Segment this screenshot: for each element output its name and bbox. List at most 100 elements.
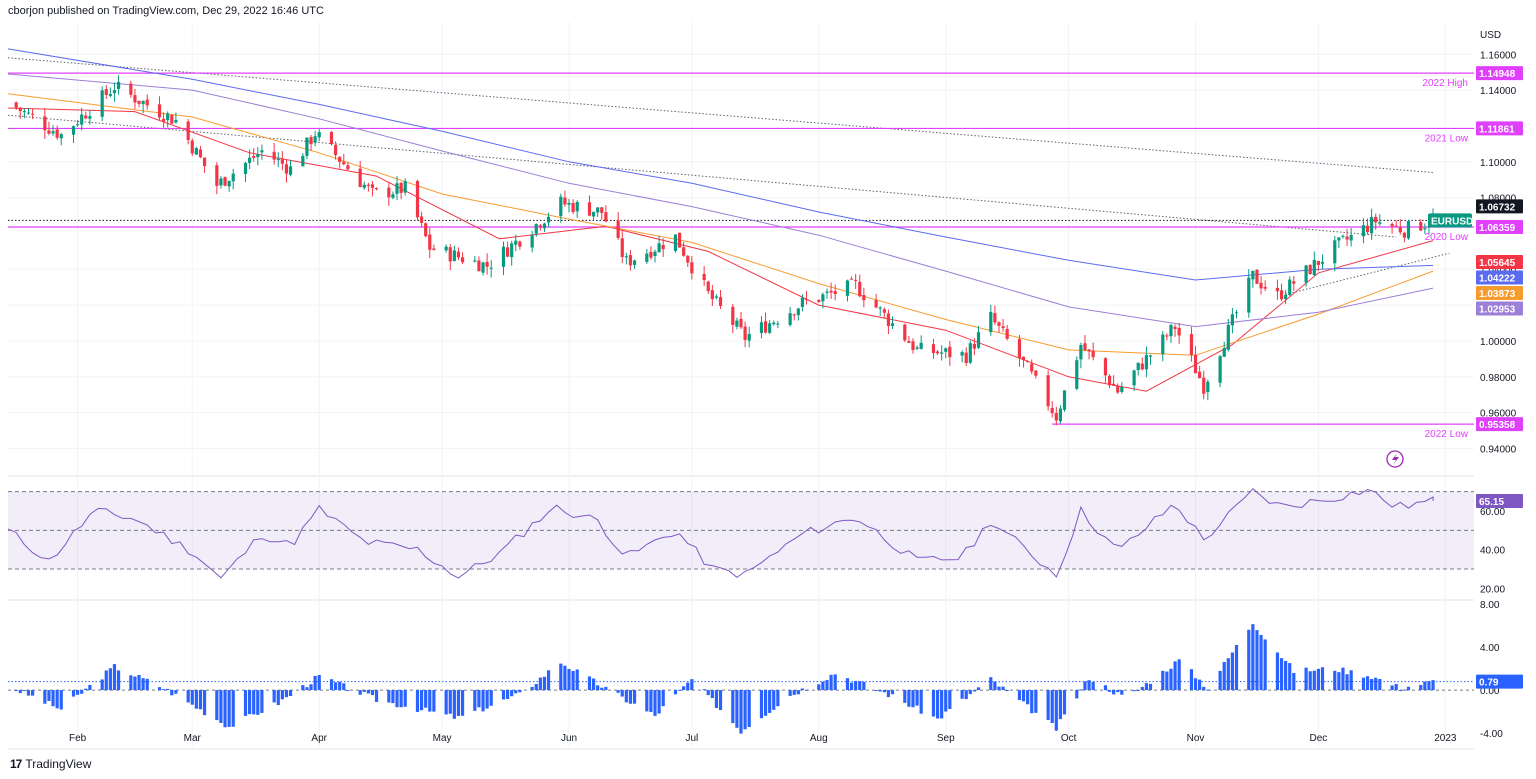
histogram-bar[interactable]	[108, 668, 112, 691]
histogram-bar[interactable]	[1247, 629, 1251, 691]
histogram-bar[interactable]	[1062, 690, 1067, 715]
histogram-bar[interactable]	[100, 679, 104, 691]
histogram-bar[interactable]	[80, 690, 84, 694]
histogram-bar[interactable]	[194, 690, 198, 709]
histogram-bar[interactable]	[1169, 668, 1173, 691]
histogram-bar[interactable]	[645, 690, 649, 712]
candle-body[interactable]	[890, 323, 895, 326]
candle-body[interactable]	[1062, 390, 1067, 410]
histogram-bar[interactable]	[1398, 690, 1402, 692]
histogram-bar[interactable]	[22, 690, 26, 692]
candle-body[interactable]	[600, 207, 604, 213]
histogram-bar[interactable]	[231, 690, 235, 727]
candle-body[interactable]	[346, 165, 350, 170]
histogram-bar[interactable]	[1021, 690, 1026, 702]
histogram-bar[interactable]	[1374, 677, 1378, 691]
histogram-bar[interactable]	[1189, 669, 1194, 691]
histogram-bar[interactable]	[1173, 661, 1177, 691]
histogram-bar[interactable]	[1423, 681, 1427, 691]
histogram-bar[interactable]	[43, 690, 47, 704]
histogram-bar[interactable]	[272, 690, 276, 703]
histogram-bar[interactable]	[317, 674, 321, 691]
candle-body[interactable]	[338, 156, 342, 162]
candle-body[interactable]	[620, 238, 624, 257]
histogram-bar[interactable]	[1054, 690, 1058, 731]
candle-body[interactable]	[1234, 312, 1239, 314]
histogram-bar[interactable]	[301, 685, 305, 691]
candle-body[interactable]	[886, 313, 891, 326]
histogram-bar[interactable]	[460, 690, 465, 716]
candle-body[interactable]	[1034, 370, 1038, 376]
candle-body[interactable]	[1148, 355, 1153, 357]
histogram-bar[interactable]	[170, 690, 174, 696]
histogram-bar[interactable]	[972, 690, 977, 692]
candle-body[interactable]	[481, 262, 485, 273]
candle-body[interactable]	[776, 323, 780, 325]
candle-body[interactable]	[657, 243, 661, 253]
histogram-bar[interactable]	[964, 690, 968, 700]
histogram-bar[interactable]	[444, 690, 448, 715]
histogram-bar[interactable]	[706, 690, 710, 696]
candle-body[interactable]	[858, 281, 862, 297]
histogram-bar[interactable]	[1001, 686, 1005, 691]
histogram-bar[interactable]	[1402, 689, 1406, 691]
candle-body[interactable]	[1255, 269, 1259, 284]
histogram-bar[interactable]	[817, 684, 821, 691]
candle-body[interactable]	[1206, 381, 1210, 393]
tradingview-footer[interactable]: 17 TradingView	[10, 757, 91, 771]
histogram-bar[interactable]	[133, 676, 137, 691]
candle-body[interactable]	[1177, 327, 1181, 336]
candle-body[interactable]	[739, 318, 743, 328]
histogram-bar[interactable]	[1275, 652, 1280, 691]
candle-body[interactable]	[993, 313, 997, 323]
histogram-bar[interactable]	[649, 690, 653, 712]
histogram-bar[interactable]	[415, 690, 420, 712]
histogram-bar[interactable]	[198, 690, 203, 710]
candle-body[interactable]	[108, 94, 112, 96]
histogram-bar[interactable]	[718, 690, 723, 711]
histogram-bar[interactable]	[329, 679, 334, 691]
candle-body[interactable]	[714, 296, 719, 298]
histogram-bar[interactable]	[190, 690, 194, 705]
candle-body[interactable]	[1251, 270, 1255, 280]
candle-body[interactable]	[1005, 329, 1009, 339]
histogram-bar[interactable]	[47, 690, 51, 701]
candle-body[interactable]	[763, 321, 768, 333]
histogram-bar[interactable]	[346, 690, 350, 692]
candle-body[interactable]	[874, 300, 878, 308]
candle-body[interactable]	[1230, 314, 1234, 326]
candle-body[interactable]	[530, 235, 534, 248]
candle-body[interactable]	[907, 341, 911, 343]
histogram-bar[interactable]	[1341, 667, 1345, 691]
histogram-bar[interactable]	[1116, 690, 1120, 693]
candle-body[interactable]	[964, 352, 968, 363]
histogram-bar[interactable]	[18, 690, 22, 694]
histogram-bar[interactable]	[1103, 685, 1108, 691]
histogram-bar[interactable]	[186, 690, 190, 703]
candle-body[interactable]	[100, 90, 104, 117]
histogram-bar[interactable]	[591, 678, 596, 691]
histogram-bar[interactable]	[309, 684, 313, 691]
histogram-bar[interactable]	[14, 690, 18, 692]
candle-body[interactable]	[677, 232, 682, 248]
candle-body[interactable]	[1169, 325, 1173, 337]
candle-body[interactable]	[342, 161, 346, 165]
histogram-bar[interactable]	[862, 681, 866, 691]
candle-body[interactable]	[1284, 294, 1288, 300]
histogram-bar[interactable]	[1406, 686, 1411, 691]
candle-body[interactable]	[202, 157, 207, 167]
histogram-bar[interactable]	[157, 687, 162, 691]
candle-body[interactable]	[137, 100, 141, 104]
histogram-bar[interactable]	[624, 690, 628, 703]
candle-body[interactable]	[444, 246, 448, 251]
candle-body[interactable]	[157, 104, 162, 118]
candle-body[interactable]	[305, 137, 309, 156]
candle-body[interactable]	[256, 154, 260, 158]
candle-body[interactable]	[911, 341, 915, 351]
histogram-bar[interactable]	[661, 690, 665, 707]
candle-body[interactable]	[1091, 350, 1095, 358]
histogram-bar[interactable]	[1177, 659, 1181, 691]
histogram-bar[interactable]	[1378, 679, 1382, 691]
histogram-bar[interactable]	[788, 690, 792, 696]
